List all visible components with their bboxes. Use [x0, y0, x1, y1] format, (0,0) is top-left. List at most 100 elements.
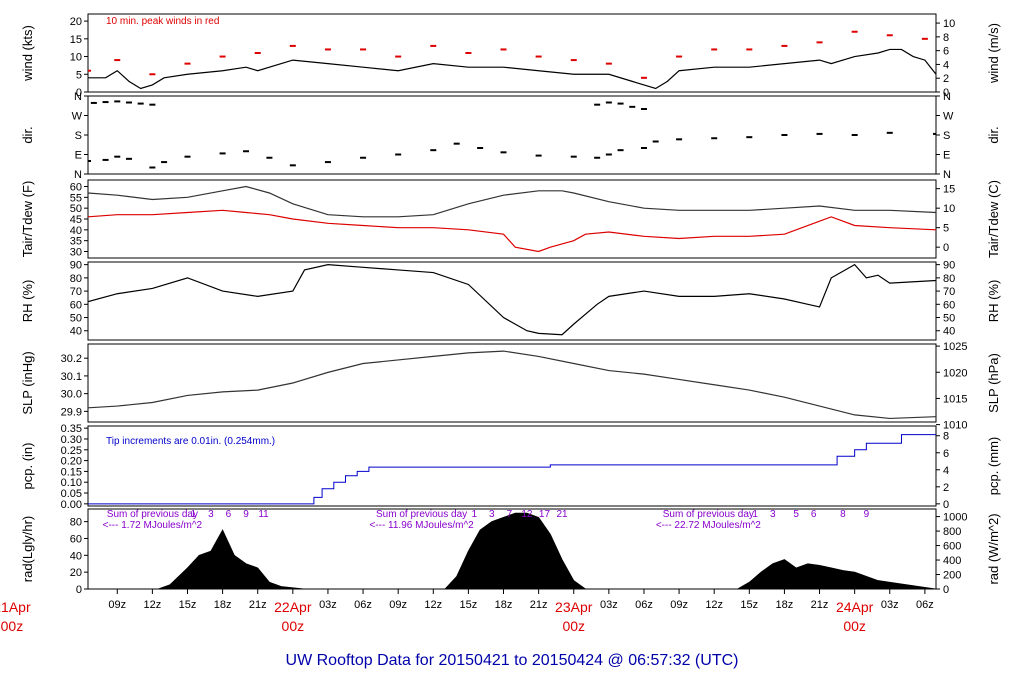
series-group	[88, 30, 936, 90]
x-day-time: 00z	[562, 618, 585, 634]
hour-marker-label: 8	[840, 509, 846, 520]
y-tick-label-left: 40	[70, 225, 82, 237]
y-axis-label-left: pcp. (in)	[20, 443, 35, 490]
hour-marker-label: 3	[489, 509, 495, 520]
y-tick-label-right: 50	[943, 313, 955, 325]
series-line-sea-level-pressure	[88, 350, 936, 420]
y-tick-label-left: 0.05	[61, 488, 82, 500]
y-tick-label-left: 60	[70, 182, 82, 194]
x-tick-label: 15z	[460, 599, 478, 611]
day-summary-line1: Sum of previous day	[107, 509, 198, 520]
y-tick-label-left: 0.00	[61, 499, 82, 511]
panel-frame	[87, 425, 937, 507]
y-tick-label-right: 80	[943, 273, 955, 285]
y-tick-label-left: 60	[70, 299, 82, 311]
panel-annotation: 10 min. peak winds in red	[106, 16, 219, 27]
y-tick-label-left: 5	[76, 69, 82, 81]
y-tick-label-left: 30.1	[61, 371, 82, 383]
x-tick-label: 09z	[670, 599, 688, 611]
y-tick-label-right: 0	[943, 499, 949, 511]
y-tick-label-left: 60	[70, 533, 82, 545]
y-tick-label-right: 10	[943, 203, 955, 215]
hour-marker-label: 9	[243, 509, 249, 520]
y-tick-label-right: 1015	[943, 393, 967, 405]
y-tick-label-left: W	[72, 111, 83, 123]
day-summary-line1: Sum of previous day	[663, 509, 754, 520]
panel-frame	[87, 13, 937, 93]
series-group	[88, 185, 936, 253]
x-tick-label: 15z	[179, 599, 197, 611]
panel-slp: SLP (inHg) SLP (hPa) 29.9 30.0 30.1 30.2 1010 1…	[20, 341, 1001, 432]
y-tick-label-right: N	[943, 91, 951, 103]
x-tick-label: 21z	[811, 599, 829, 611]
x-tick-label: 15z	[740, 599, 758, 611]
x-day-date: 24Apr	[836, 599, 874, 615]
series-line-wind-speed	[88, 48, 936, 90]
hour-marker-label: 1	[471, 509, 477, 520]
series-group	[88, 100, 936, 169]
y-axis-label-right: Tair/Tdew (C)	[986, 180, 1001, 258]
x-tick-label: 21z	[530, 599, 548, 611]
y-tick-label-right: 5	[943, 223, 949, 235]
y-tick-label-right: 90	[943, 260, 955, 272]
y-tick-label-left: 50	[70, 313, 82, 325]
x-tick-label: 09z	[389, 599, 407, 611]
y-tick-label-right: 0	[943, 584, 949, 596]
x-tick-label: 18z	[776, 599, 794, 611]
x-tick-label: 18z	[495, 599, 513, 611]
y-tick-label-left: 10	[70, 52, 82, 64]
series-group	[88, 512, 936, 589]
y-axis-label-right: wind (m/s)	[986, 23, 1001, 84]
y-axis-label-left: RH (%)	[20, 280, 35, 323]
panel-annotation: Tip increments are 0.01in. (0.254mm.)	[106, 436, 275, 447]
y-tick-label-right: E	[943, 150, 950, 162]
y-tick-label-left: 29.9	[61, 406, 82, 418]
day-summary-line2: <--- 11.96 MJoules/m^2	[369, 520, 474, 531]
y-tick-label-right: S	[943, 130, 950, 142]
y-tick-label-left: 0.35	[61, 423, 82, 435]
x-day-date: 23Apr	[555, 599, 593, 615]
y-tick-label-left: 0.20	[61, 456, 82, 468]
y-tick-label-right: 800	[943, 526, 961, 538]
x-tick-label: 09z	[108, 599, 126, 611]
series-line-precipitation	[88, 434, 936, 505]
panel-wind: wind (kts) wind (m/s) 0 5 10 15 20 0 2 46 8 10 10 mi…	[20, 13, 1001, 99]
x-tick-label: 18z	[214, 599, 232, 611]
x-tick-label: 12z	[705, 599, 723, 611]
x-tick-label: 03z	[319, 599, 337, 611]
y-tick-label-right: 600	[943, 541, 961, 553]
x-day-date: 22Apr	[274, 599, 312, 615]
x-tick-label: 12z	[424, 599, 442, 611]
y-tick-label-right: 8	[943, 32, 949, 44]
y-axis-label-right: RH (%)	[986, 280, 1001, 323]
y-tick-label-right: 40	[943, 326, 955, 338]
x-tick-label: 03z	[600, 599, 618, 611]
y-tick-label-left: 35	[70, 236, 82, 248]
y-axis-label-left: rad(Lgly/hr)	[20, 516, 35, 582]
y-tick-label-right: 0	[943, 242, 949, 254]
x-tick-label: 06z	[916, 599, 934, 611]
y-tick-label-left: 80	[70, 517, 82, 529]
day-summary-line2: <--- 22.72 MJoules/m^2	[656, 520, 761, 531]
y-tick-label-left: N	[74, 91, 82, 103]
series-line-Tdew	[88, 209, 936, 253]
x-day-date: 21Apr	[0, 599, 31, 615]
y-tick-label-left: 70	[70, 286, 82, 298]
hour-marker-label: 17	[539, 509, 551, 520]
hour-marker-label: 11	[258, 509, 269, 520]
series-area-solar-radiation	[88, 512, 936, 589]
y-tick-label-right: 1020	[943, 367, 967, 379]
series-line-Tair	[88, 185, 936, 218]
series-group	[88, 434, 936, 505]
y-tick-label-left: 90	[70, 260, 82, 272]
y-tick-label-right: 2	[943, 482, 949, 494]
y-axis-label-right: dir.	[986, 126, 1001, 143]
series-group	[88, 263, 936, 336]
panel-frame	[87, 261, 937, 341]
y-tick-label-left: 30	[70, 247, 82, 259]
y-tick-label-left: 0.25	[61, 445, 82, 457]
x-axis-group: 09z 12z 15z 18z 21z 03z 06z 09z 12z 15z 18z 21z 03z 0…	[0, 589, 934, 634]
y-tick-label-left: S	[75, 130, 82, 142]
y-tick-label-right: 4	[943, 59, 949, 71]
y-tick-label-left: 55	[70, 192, 82, 204]
